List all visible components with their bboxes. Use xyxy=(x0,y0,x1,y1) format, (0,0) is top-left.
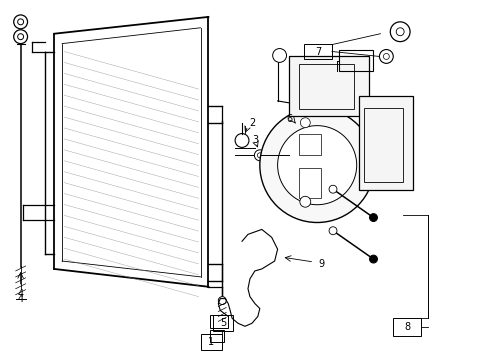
Text: 2: 2 xyxy=(249,118,255,128)
Text: 5: 5 xyxy=(220,318,226,328)
Bar xyxy=(210,330,224,342)
Circle shape xyxy=(219,297,226,305)
Circle shape xyxy=(14,15,27,29)
Text: 7: 7 xyxy=(315,46,321,57)
Bar xyxy=(359,96,413,190)
Circle shape xyxy=(369,255,377,263)
Circle shape xyxy=(369,213,377,221)
Bar xyxy=(210,315,228,328)
Bar xyxy=(213,315,233,331)
Bar xyxy=(339,50,373,71)
Circle shape xyxy=(272,49,287,62)
Bar xyxy=(299,64,354,109)
Circle shape xyxy=(300,196,311,207)
Circle shape xyxy=(300,118,310,127)
Circle shape xyxy=(254,150,265,161)
Text: 9: 9 xyxy=(318,259,324,269)
Bar xyxy=(304,44,332,59)
Circle shape xyxy=(235,134,249,147)
Circle shape xyxy=(329,185,337,193)
Bar xyxy=(393,318,421,336)
Text: 4: 4 xyxy=(18,289,24,299)
Bar xyxy=(299,168,321,198)
Circle shape xyxy=(383,54,390,59)
Bar xyxy=(299,134,321,155)
Text: 3: 3 xyxy=(252,135,258,145)
Circle shape xyxy=(379,50,393,63)
Bar xyxy=(364,108,403,182)
Circle shape xyxy=(257,153,262,158)
Circle shape xyxy=(278,126,357,205)
Bar xyxy=(200,334,222,350)
Text: 8: 8 xyxy=(404,322,410,332)
Circle shape xyxy=(260,108,374,222)
Circle shape xyxy=(396,28,404,36)
Text: 1: 1 xyxy=(208,337,215,347)
Bar xyxy=(290,57,368,116)
Text: 4: 4 xyxy=(18,294,24,304)
Circle shape xyxy=(391,22,410,42)
Text: 6: 6 xyxy=(287,114,293,124)
Circle shape xyxy=(14,30,27,44)
Circle shape xyxy=(329,227,337,235)
Circle shape xyxy=(18,34,24,40)
Circle shape xyxy=(18,19,24,25)
